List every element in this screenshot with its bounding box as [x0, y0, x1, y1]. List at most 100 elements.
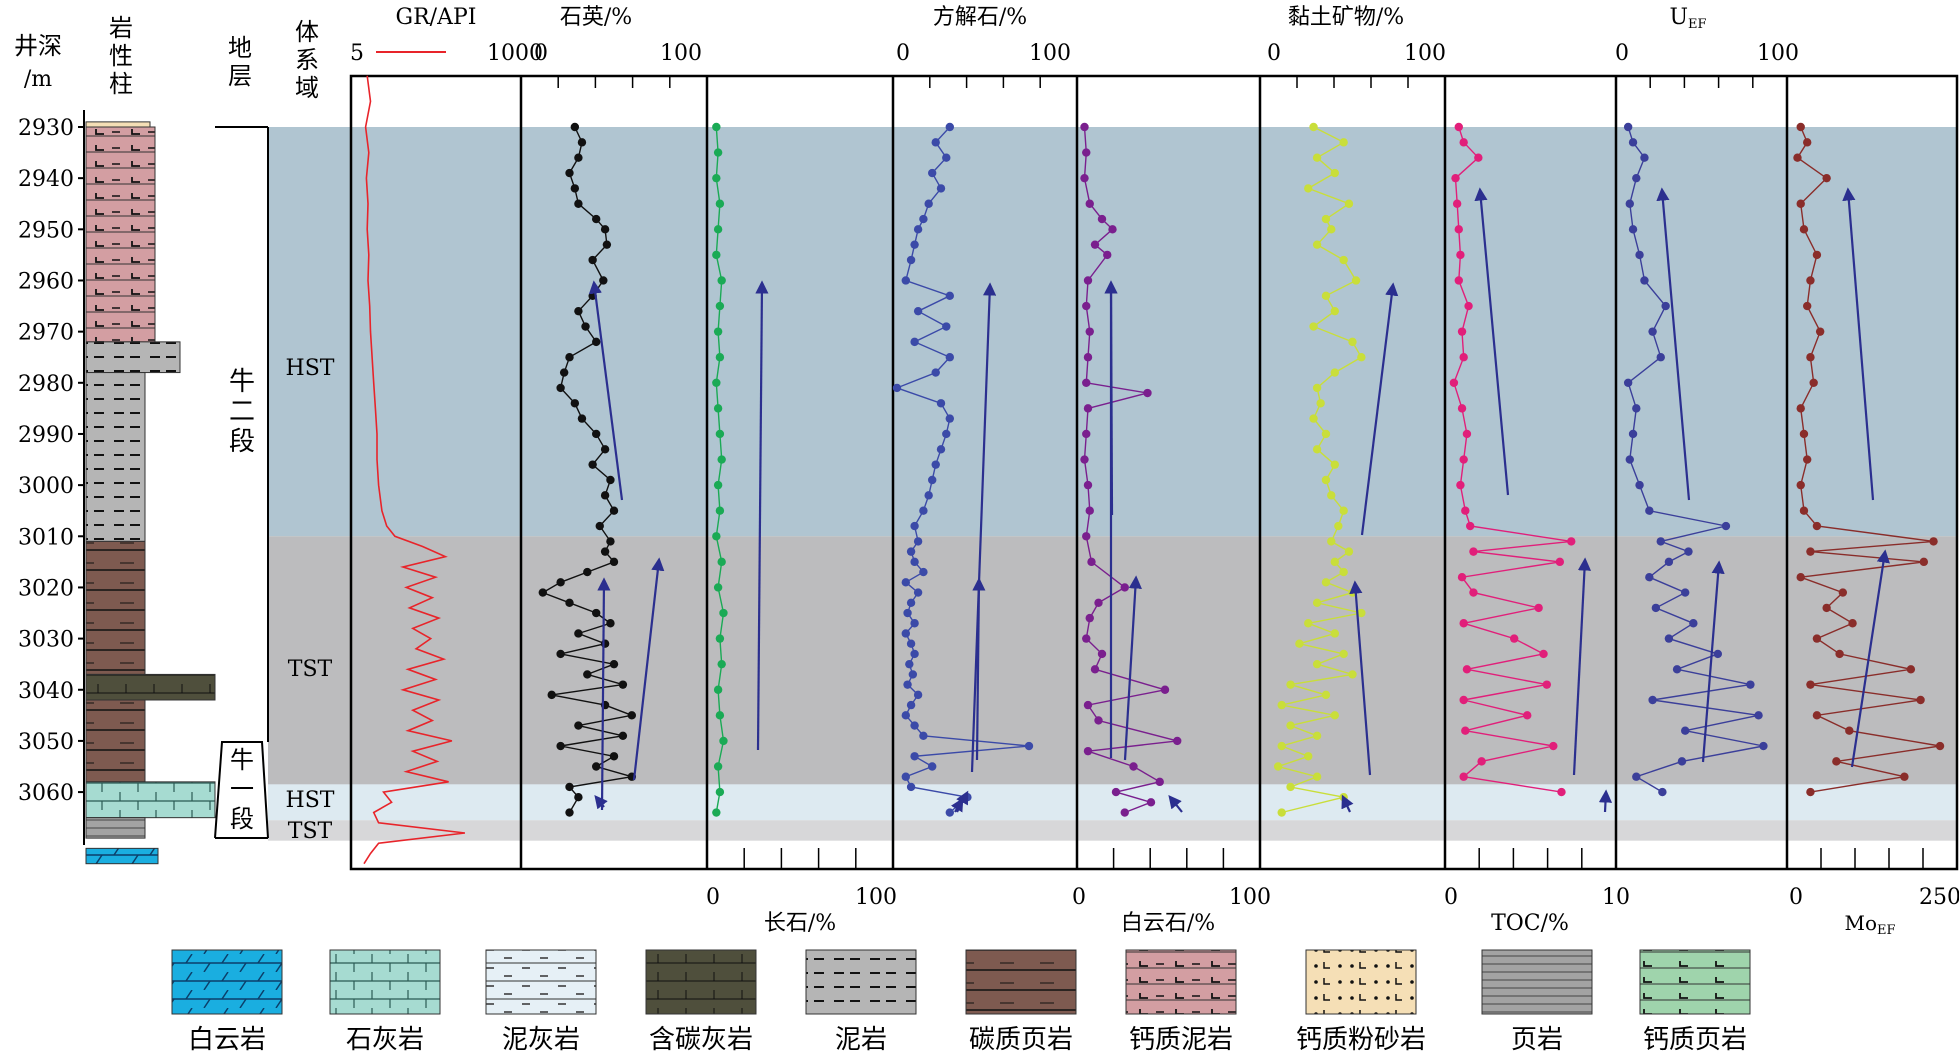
data-point [1793, 153, 1802, 162]
track-tick-label: 0 [1615, 41, 1629, 66]
data-point [913, 690, 923, 700]
track-calcite: 方解石/% 0 100 [892, 5, 1071, 817]
data-point [1312, 383, 1322, 393]
data-point [1812, 711, 1822, 720]
track-title: 长石/% [764, 911, 836, 936]
legend-label: 碳质页岩 [969, 1025, 1073, 1055]
data-point [1304, 184, 1313, 193]
data-point [556, 578, 565, 587]
data-point [1906, 665, 1916, 674]
track-title: 白云石/% [1121, 911, 1215, 936]
depth-tick-label: 2990 [18, 423, 74, 448]
data-point [1111, 787, 1121, 797]
systems-tract-bands [268, 127, 1957, 841]
data-point [1796, 199, 1805, 208]
data-point [600, 445, 610, 454]
data-point [588, 460, 597, 469]
data-point [1334, 521, 1343, 531]
data-point [715, 711, 725, 720]
data-point [945, 291, 954, 301]
data-point [600, 491, 610, 500]
data-point [1477, 757, 1486, 766]
data-point [1465, 521, 1475, 531]
strata-upper-3: 段 [229, 427, 255, 457]
data-point [1812, 521, 1822, 531]
legend-swatch [1481, 949, 1593, 1015]
data-point [1658, 787, 1667, 797]
data-point [1357, 353, 1366, 362]
legend-swatch [485, 949, 597, 1015]
litho-label-3: 柱 [109, 70, 133, 98]
data-point [599, 276, 608, 285]
trend-arrow [594, 794, 608, 810]
legend-label: 钙质泥岩 [1129, 1025, 1233, 1055]
data-point [592, 337, 601, 347]
data-point [1689, 619, 1698, 628]
trend-arrow [1474, 187, 1510, 496]
data-point [627, 711, 636, 720]
data-point [1456, 250, 1465, 260]
data-point [1330, 368, 1340, 377]
data-point [1645, 573, 1654, 582]
data-point [1083, 700, 1093, 710]
track-feldspar: 长石/% 0 100 [706, 122, 897, 936]
data-point [618, 680, 628, 689]
data-point [1759, 741, 1768, 751]
track-tick-label: 100 [855, 885, 897, 910]
data-point [1929, 537, 1938, 546]
data-point [609, 557, 619, 567]
data-point [1640, 153, 1649, 162]
data-point [936, 184, 946, 193]
depth-tick-label: 2930 [18, 116, 74, 141]
data-point [583, 567, 592, 577]
data-point [1625, 199, 1634, 208]
track-tick-label: 0 [1072, 885, 1086, 910]
data-point [936, 445, 946, 454]
depth-tick-label: 3030 [18, 628, 74, 653]
track-toc: TOC/% 0 10 [1444, 122, 1630, 936]
track-title: TOC/% [1491, 911, 1569, 936]
legend-label: 钙质页岩 [1643, 1025, 1747, 1055]
track-tick-label: 0 [706, 885, 720, 910]
data-point [574, 199, 583, 208]
track-tick-label: 100 [1757, 41, 1799, 66]
series-line [1627, 126, 1764, 793]
data-point [1085, 613, 1094, 623]
data-point [712, 378, 721, 387]
data-point [1094, 716, 1103, 725]
data-point [910, 337, 919, 347]
data-point [1286, 721, 1295, 730]
data-point [592, 214, 601, 224]
track-tick-label: 10 [1602, 885, 1630, 910]
data-point [1339, 255, 1348, 265]
data-point [1806, 353, 1815, 362]
data-point [1803, 455, 1812, 464]
data-point [919, 214, 928, 224]
data-point [717, 659, 726, 669]
data-point [592, 608, 601, 618]
data-point [1539, 649, 1548, 659]
data-point [713, 685, 723, 694]
data-point [618, 731, 628, 741]
data-point [577, 138, 587, 147]
data-point [1628, 225, 1638, 234]
litho-layer [85, 372, 146, 542]
data-point [1815, 327, 1825, 336]
trend-arrow [950, 797, 964, 813]
data-point [1456, 480, 1465, 490]
data-point [1746, 680, 1755, 689]
data-point [1555, 557, 1565, 567]
data-point [609, 659, 619, 669]
strata-upper-2: 二 [229, 397, 255, 427]
data-point [538, 588, 547, 597]
data-point [1459, 772, 1468, 781]
data-point [1080, 455, 1089, 464]
data-point [1459, 695, 1468, 705]
data-point [928, 168, 937, 178]
legend-swatch [171, 949, 283, 1015]
legend-swatch [965, 949, 1077, 1015]
trend-arrow [1123, 575, 1142, 761]
data-point [1330, 460, 1340, 469]
data-point [602, 240, 612, 249]
data-point [945, 414, 954, 423]
